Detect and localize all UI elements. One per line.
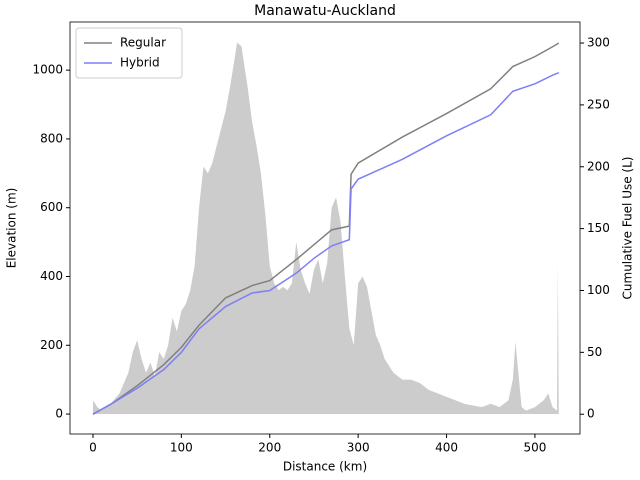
y2-tick-label: 300 xyxy=(587,36,610,50)
y-tick-label: 600 xyxy=(40,200,63,214)
y-tick-label: 400 xyxy=(40,269,63,283)
x-tick-label: 300 xyxy=(347,441,370,455)
elevation-area xyxy=(92,42,559,415)
y-axis-label: Elevation (m) xyxy=(5,188,19,269)
y2-tick-label: 0 xyxy=(587,407,595,421)
y-tick-label: 200 xyxy=(40,338,63,352)
y2-tick-label: 50 xyxy=(587,345,602,359)
y-tick-label: 0 xyxy=(55,407,63,421)
chart-title: Manawatu-Auckland xyxy=(254,3,396,19)
y2-tick-label: 250 xyxy=(587,97,610,111)
y2-tick-label: 100 xyxy=(587,283,610,297)
x-axis-label: Distance (km) xyxy=(283,460,367,474)
plot-frame xyxy=(69,21,581,435)
x-tick-label: 200 xyxy=(258,441,281,455)
x-tick-label: 400 xyxy=(435,441,458,455)
y2-tick-label: 200 xyxy=(587,159,610,173)
legend-box xyxy=(75,27,183,79)
x-tick-label: 500 xyxy=(523,441,546,455)
y-tick-label: 800 xyxy=(40,131,63,145)
x-tick-label: 100 xyxy=(170,441,193,455)
y2-tick-label: 150 xyxy=(587,221,610,235)
legend: Regular Hybrid xyxy=(75,27,183,79)
x-tick-label: 0 xyxy=(89,441,97,455)
y2-axis-label: Cumulative Fuel Use (L) xyxy=(621,157,635,300)
fuel-line xyxy=(92,72,560,415)
legend-label: Hybrid xyxy=(120,56,160,70)
legend-label: Regular xyxy=(120,36,166,50)
fuel-line xyxy=(92,42,560,415)
y-tick-label: 1000 xyxy=(32,63,63,77)
